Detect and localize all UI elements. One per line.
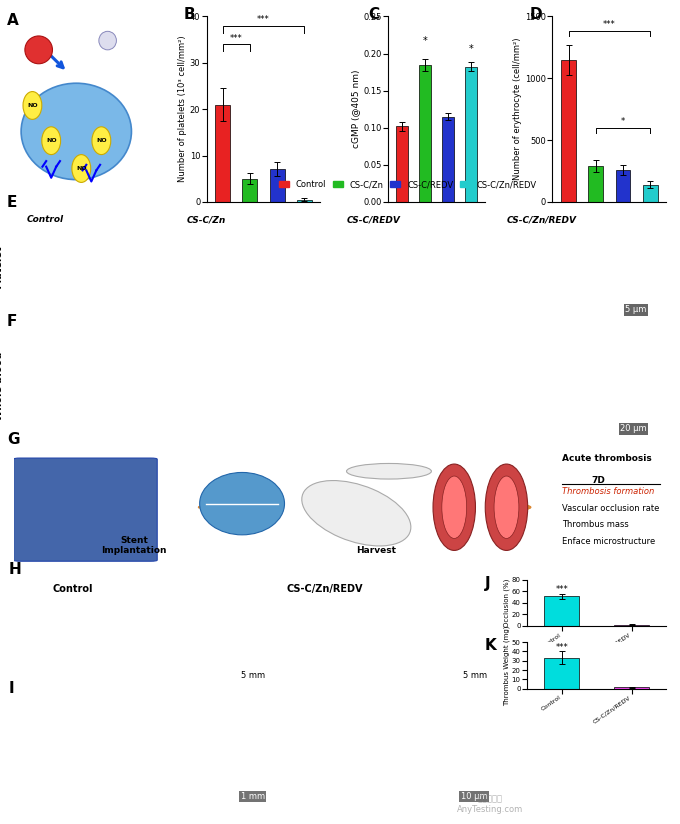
Text: C: C bbox=[369, 7, 379, 22]
Text: CS-C/Zn/REDV: CS-C/Zn/REDV bbox=[287, 584, 364, 594]
Bar bbox=[615, 170, 630, 202]
Text: 5 μm: 5 μm bbox=[626, 305, 647, 314]
Text: Acute thrombosis: Acute thrombosis bbox=[562, 455, 651, 463]
Bar bbox=[243, 179, 258, 202]
Bar bbox=[588, 166, 603, 202]
Ellipse shape bbox=[302, 480, 411, 546]
Text: Stent: Stent bbox=[21, 747, 30, 770]
Text: Whole blood: Whole blood bbox=[0, 351, 4, 419]
Text: CS-C/Zn/REDV: CS-C/Zn/REDV bbox=[287, 703, 364, 713]
Text: K: K bbox=[485, 639, 497, 653]
Bar bbox=[614, 625, 649, 626]
Bar bbox=[561, 60, 576, 202]
Text: ***: *** bbox=[556, 643, 568, 652]
Text: B: B bbox=[184, 7, 195, 22]
Text: 20 μm: 20 μm bbox=[620, 424, 647, 433]
Text: Harvest: Harvest bbox=[356, 546, 396, 555]
Y-axis label: Thrombus Weight (mg): Thrombus Weight (mg) bbox=[504, 625, 510, 705]
Bar bbox=[396, 126, 408, 202]
Text: ***: *** bbox=[230, 34, 243, 43]
Text: Control: Control bbox=[27, 215, 64, 224]
Bar bbox=[296, 199, 311, 202]
Ellipse shape bbox=[442, 476, 466, 538]
Text: CS-C/Zn: CS-C/Zn bbox=[186, 215, 226, 224]
Text: ***: *** bbox=[556, 585, 568, 594]
Bar bbox=[545, 658, 579, 689]
Text: Control: Control bbox=[52, 703, 93, 713]
Text: Front: Front bbox=[184, 594, 211, 602]
Text: NO: NO bbox=[76, 166, 86, 171]
Text: Control: Control bbox=[52, 584, 93, 594]
Text: Top: Top bbox=[63, 594, 80, 602]
Ellipse shape bbox=[200, 472, 284, 535]
Text: 7D: 7D bbox=[592, 476, 605, 485]
Text: D: D bbox=[530, 7, 542, 22]
Y-axis label: Number of erythrocyte (cell/mm²): Number of erythrocyte (cell/mm²) bbox=[513, 38, 522, 180]
Text: Thrombosis formation: Thrombosis formation bbox=[562, 487, 654, 496]
Bar bbox=[643, 185, 658, 202]
Text: J: J bbox=[485, 576, 491, 591]
Bar bbox=[614, 687, 649, 689]
Bar bbox=[269, 170, 284, 202]
Y-axis label: cGMP (@405 nm): cGMP (@405 nm) bbox=[352, 70, 360, 148]
Text: I: I bbox=[9, 681, 14, 696]
Text: CS-C/REDV: CS-C/REDV bbox=[347, 215, 401, 224]
Text: Vascular occlusion rate: Vascular occlusion rate bbox=[562, 503, 660, 513]
Text: NO: NO bbox=[96, 138, 107, 143]
Text: NO: NO bbox=[46, 138, 56, 143]
Y-axis label: Occlusion (%): Occlusion (%) bbox=[504, 578, 510, 627]
Text: Stent
Implantation: Stent Implantation bbox=[101, 536, 167, 555]
Circle shape bbox=[72, 155, 90, 182]
Ellipse shape bbox=[99, 31, 116, 49]
Bar bbox=[419, 65, 431, 202]
Text: F: F bbox=[7, 314, 18, 329]
Text: A: A bbox=[7, 13, 19, 28]
Text: 1 mm: 1 mm bbox=[241, 792, 265, 801]
Circle shape bbox=[347, 463, 431, 479]
Ellipse shape bbox=[25, 36, 52, 63]
Text: ***: *** bbox=[603, 21, 616, 30]
Text: H: H bbox=[9, 562, 22, 578]
Text: ***: *** bbox=[257, 16, 270, 25]
Text: *: * bbox=[469, 44, 473, 54]
Circle shape bbox=[41, 127, 61, 155]
Bar bbox=[216, 105, 231, 202]
Text: E: E bbox=[7, 194, 18, 209]
Ellipse shape bbox=[486, 464, 528, 550]
Text: 10 μm: 10 μm bbox=[460, 792, 487, 801]
Text: CS-C/Zn/REDV: CS-C/Zn/REDV bbox=[507, 215, 577, 224]
Ellipse shape bbox=[494, 476, 519, 538]
Text: *: * bbox=[422, 36, 427, 46]
Text: Enface microstructure: Enface microstructure bbox=[562, 537, 656, 546]
Text: 5 mm: 5 mm bbox=[241, 671, 265, 680]
Ellipse shape bbox=[21, 83, 131, 180]
FancyBboxPatch shape bbox=[14, 458, 157, 561]
Text: Platelet: Platelet bbox=[0, 245, 4, 288]
Text: 5 mm: 5 mm bbox=[463, 671, 487, 680]
Text: NO: NO bbox=[27, 103, 37, 108]
Bar bbox=[441, 117, 454, 202]
Text: *: * bbox=[621, 117, 625, 126]
Text: 嘉峰检测网
AnyTesting.com: 嘉峰检测网 AnyTesting.com bbox=[456, 794, 523, 814]
Circle shape bbox=[92, 127, 111, 155]
Y-axis label: Number of platelets (10³ cell/mm²): Number of platelets (10³ cell/mm²) bbox=[178, 36, 187, 182]
Circle shape bbox=[23, 91, 41, 119]
Text: G: G bbox=[7, 433, 20, 447]
Bar bbox=[464, 67, 477, 202]
Text: Thrombus mass: Thrombus mass bbox=[562, 521, 629, 530]
Ellipse shape bbox=[433, 464, 475, 550]
Bar bbox=[545, 597, 579, 626]
Legend: Control, CS-C/Zn, CS-C/REDV, CS-C/Zn/REDV: Control, CS-C/Zn, CS-C/REDV, CS-C/Zn/RED… bbox=[276, 176, 540, 193]
